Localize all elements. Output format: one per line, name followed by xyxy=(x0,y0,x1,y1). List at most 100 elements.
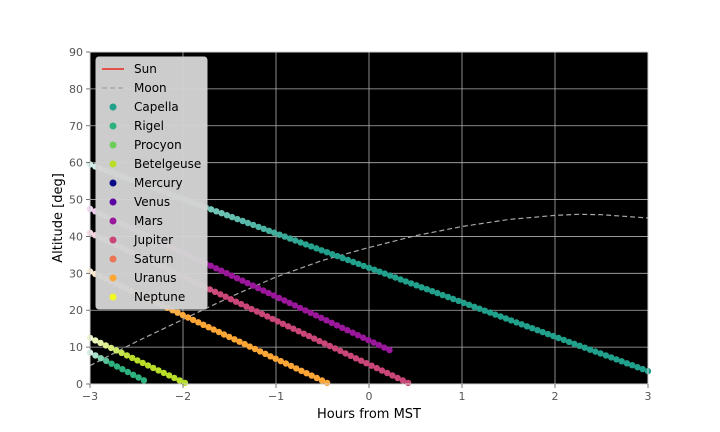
jupiter-point xyxy=(368,362,375,369)
capella-point xyxy=(386,272,394,279)
y-tick-label: 10 xyxy=(69,341,83,354)
rigel-point xyxy=(103,357,110,365)
uranus-point xyxy=(277,357,284,365)
capella-point xyxy=(560,336,567,344)
uranus-point xyxy=(200,321,207,328)
rigel-point xyxy=(97,355,105,362)
legend-label-mercury: Mercury xyxy=(134,176,183,190)
y-tick-label: 0 xyxy=(76,378,83,391)
legend-label-sun: Sun xyxy=(134,62,157,76)
uranus-point xyxy=(195,319,202,326)
jupiter-point xyxy=(253,308,261,315)
capella-point xyxy=(476,305,483,312)
mars-point xyxy=(212,265,220,272)
capella-point xyxy=(355,260,362,268)
capella-point xyxy=(518,321,525,328)
uranus-point xyxy=(262,350,269,357)
mars-point xyxy=(386,346,393,354)
mars-point xyxy=(260,287,267,294)
capella-point xyxy=(207,206,215,213)
legend-label-moon: Moon xyxy=(134,81,167,95)
legend-marker-procyon xyxy=(109,141,117,149)
jupiter-point xyxy=(232,298,240,305)
capella-point xyxy=(634,364,641,371)
capella-point xyxy=(250,221,257,229)
capella-point xyxy=(286,235,294,242)
capella-point xyxy=(402,278,409,285)
legend-label-venus: Venus xyxy=(134,195,170,209)
betelgeuse-point xyxy=(160,369,167,377)
capella-point xyxy=(502,315,510,322)
capella-point xyxy=(544,330,552,338)
capella-point xyxy=(265,227,273,234)
y-tick-label: 50 xyxy=(69,194,83,207)
mars-point xyxy=(228,272,235,279)
mars-point xyxy=(323,317,330,324)
capella-point xyxy=(228,213,236,221)
capella-point xyxy=(371,266,378,273)
capella-point xyxy=(260,225,267,232)
mars-point xyxy=(365,336,372,344)
jupiter-point xyxy=(378,367,386,374)
uranus-point xyxy=(308,372,315,379)
jupiter-point xyxy=(269,315,276,323)
jupiter-point xyxy=(394,374,401,382)
y-tick-label: 90 xyxy=(69,46,83,59)
legend-marker-saturn xyxy=(109,255,117,263)
mars-point xyxy=(339,324,346,331)
capella-point xyxy=(281,233,288,240)
capella-point xyxy=(507,317,515,324)
mars-point xyxy=(302,307,309,314)
uranus-point xyxy=(184,314,192,321)
uranus-point xyxy=(287,362,295,370)
jupiter-point xyxy=(311,335,318,342)
capella-point xyxy=(376,268,383,275)
mars-point xyxy=(344,327,351,334)
jupiter-point xyxy=(384,369,391,377)
mars-point xyxy=(244,279,251,287)
mars-point xyxy=(333,322,341,329)
rigel-series xyxy=(86,349,148,384)
capella-point xyxy=(529,325,536,332)
uranus-point xyxy=(220,331,228,338)
rigel-point xyxy=(92,352,99,359)
capella-point xyxy=(223,212,231,219)
mars-point xyxy=(291,302,299,309)
jupiter-point xyxy=(290,325,297,332)
mars-point xyxy=(254,284,262,292)
legend: Sun Moon Capella Rigel Procyon Betelgeuse Merc… xyxy=(95,56,208,310)
rigel-point xyxy=(130,371,137,378)
mars-point xyxy=(354,332,362,339)
jupiter-point xyxy=(295,328,302,335)
mars-point xyxy=(375,341,383,349)
capella-point xyxy=(271,229,278,236)
mars-point xyxy=(239,277,246,284)
uranus-point xyxy=(226,333,233,341)
x-tick-label: 2 xyxy=(552,390,559,403)
capella-point xyxy=(639,365,646,373)
rigel-point xyxy=(108,360,115,367)
uranus-point xyxy=(215,328,223,336)
uranus-point xyxy=(318,377,326,384)
rigel-point xyxy=(140,377,148,384)
capella-point xyxy=(344,256,352,264)
capella-point xyxy=(465,301,473,308)
betelgeuse-point xyxy=(144,362,152,369)
capella-point xyxy=(218,210,225,217)
mars-point xyxy=(318,314,325,321)
uranus-point xyxy=(282,360,290,367)
jupiter-point xyxy=(404,379,412,387)
uranus-point xyxy=(267,353,274,360)
legend-label-rigel: Rigel xyxy=(134,119,164,133)
capella-point xyxy=(460,299,467,307)
capella-point xyxy=(608,354,615,361)
jupiter-point xyxy=(321,340,328,347)
uranus-point xyxy=(205,324,212,331)
y-tick-label: 30 xyxy=(69,267,83,280)
jupiter-point xyxy=(399,377,406,384)
legend-marker-venus xyxy=(109,198,117,206)
mars-point xyxy=(233,275,241,282)
legend-marker-betelgeuse xyxy=(109,160,117,168)
jupiter-point xyxy=(337,347,344,355)
